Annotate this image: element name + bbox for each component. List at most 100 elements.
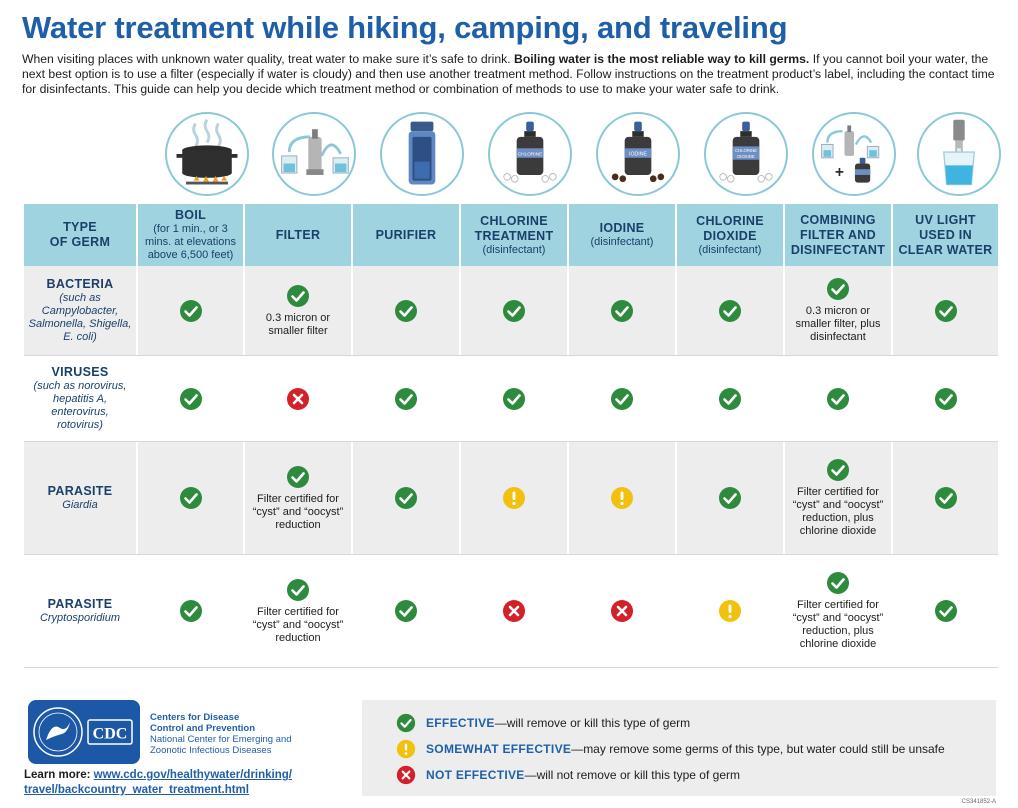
germ-example: (such as Campylobacter, Salmonella, Shig… [28,292,132,343]
cell-note: 0.3 micron or smaller filter, plus disin… [795,305,881,343]
chlorine-dioxide-label-2: DIOXIDE [737,154,755,159]
check-icon [179,486,203,510]
uv-light-icon [917,112,1001,196]
check-icon [934,486,958,510]
germ-cell: BACTERIA (such as Campylobacter, Salmonel… [24,266,138,355]
check-icon [502,299,526,323]
x-icon [502,599,526,623]
status-cell [353,442,461,554]
status-cell [893,356,998,441]
header-filter: FILTER [245,204,353,266]
legend-item: SOMEWHAT EFFECTIVE —may remove some germs… [396,736,996,762]
germ-name: PARASITE [47,484,113,498]
cell-note: Filter certified for “cyst” and “oocyst”… [792,599,884,650]
status-cell [353,356,461,441]
warning-icon [502,486,526,510]
check-icon [718,486,742,510]
table-row: PARASITE Cryptosporidium Filter certified … [24,555,998,668]
method-icons: CHLORINE IODINE CHLORINE DIOXIDE [24,110,1001,206]
status-cell [893,442,998,554]
status-cell [461,442,569,554]
status-cell [569,555,677,667]
header-title: BOIL [174,208,207,222]
legend-description: —will not remove or kill this type of ge… [524,768,740,782]
status-cell [893,266,998,355]
warning-icon [610,486,634,510]
germ-example: Giardia [62,499,98,511]
warning-icon [718,599,742,623]
table-header: TYPE OF GERM BOIL (for 1 min., or 3 mins… [24,204,998,266]
status-cell [569,356,677,441]
status-cell: Filter certified for “cyst” and “oocyst”… [785,442,893,554]
status-cell [569,442,677,554]
check-icon [394,387,418,411]
check-icon [394,599,418,623]
learn-more-label: Learn more: [24,769,94,781]
intro-bold: Boiling water is the most reliable way t… [514,52,810,66]
header-type-of-germ: TYPE OF GERM [24,204,138,266]
header-title: FILTER [275,227,321,242]
status-cell [353,266,461,355]
learn-more: Learn more: www.cdc.gov/healthywater/dri… [24,768,292,798]
status-cell [677,266,785,355]
filter-icon [272,112,356,196]
cell-note: 0.3 micron or smaller filter [265,311,331,337]
iodine-label: IODINE [629,151,647,157]
filter-plus-disinfectant-icon: + [812,112,896,196]
check-icon [826,387,850,411]
legend-description: —may remove some germs of this type, but… [571,742,945,756]
check-icon [934,299,958,323]
check-icon [610,387,634,411]
treatment-table: TYPE OF GERM BOIL (for 1 min., or 3 mins… [24,204,998,668]
header-sub: (disinfectant) [698,243,762,256]
germ-cell: PARASITE Cryptosporidium [24,555,138,667]
check-icon [826,571,850,595]
header-iodine: IODINE (disinfectant) [569,204,677,266]
iodine-bottle-icon: IODINE [596,112,680,196]
header-combining: COMBINING FILTER AND DISINFECTANT [785,204,893,266]
check-icon [286,284,310,308]
check-icon [394,299,418,323]
status-cell: 0.3 micron or smaller filter [245,266,353,355]
org-line-4: Zoonotic Infectious Diseases [150,745,272,756]
cell-note: Filter certified for “cyst” and “oocyst”… [252,492,344,531]
status-cell [138,356,245,441]
germ-name: VIRUSES [51,365,109,379]
table-row: VIRUSES (such as norovirus, hepatitis A, … [24,356,998,442]
header-title: PURIFIER [375,227,437,242]
status-cell [461,555,569,667]
warning-icon [396,739,426,759]
check-icon [396,713,426,733]
header-title: CHLORINE TREATMENT [474,213,554,243]
header-title: IODINE [599,221,645,235]
legend-term: NOT EFFECTIVE [426,768,525,782]
header-title: CHLORINE DIOXIDE [696,213,764,243]
germ-cell: VIRUSES (such as norovirus, hepatitis A, … [24,356,138,441]
cell-note: Filter certified for “cyst” and “oocyst”… [252,605,344,644]
status-cell: Filter certified for “cyst” and “oocyst”… [245,442,353,554]
check-icon [718,299,742,323]
x-icon [396,765,426,785]
document-code: CS341852-A [961,799,996,805]
intro-part-2: If you cannot boil your water, the next … [22,52,995,96]
status-cell [461,356,569,441]
legend-item: EFFECTIVE —will remove or kill this type … [396,710,996,736]
status-cell [353,555,461,667]
status-cell: Filter certified for “cyst” and “oocyst”… [785,555,893,667]
check-icon [286,465,310,489]
cell-note: Filter certified for “cyst” and “oocyst”… [792,486,884,537]
learn-more-link-2[interactable]: travel/backcountry_water_treatment.html [24,784,249,796]
status-cell [677,356,785,441]
org-line-3: National Center for Emerging and [150,734,292,745]
learn-more-link-1[interactable]: www.cdc.gov/healthywater/drinking/ [93,769,292,781]
cdc-logo: CDC [28,700,140,764]
table-row: BACTERIA (such as Campylobacter, Salmonel… [24,266,998,356]
header-sub: (disinfectant) [482,243,546,256]
chlorine-dioxide-bottle-icon: CHLORINE DIOXIDE [704,112,788,196]
germ-name: BACTERIA [46,277,114,291]
check-icon [610,299,634,323]
header-uv-light: UV LIGHT USED IN CLEAR WATER [893,204,998,266]
table-body: BACTERIA (such as Campylobacter, Salmonel… [24,266,998,668]
germ-name: PARASITE [47,597,113,611]
org-line-2: Control and Prevention [150,723,256,734]
